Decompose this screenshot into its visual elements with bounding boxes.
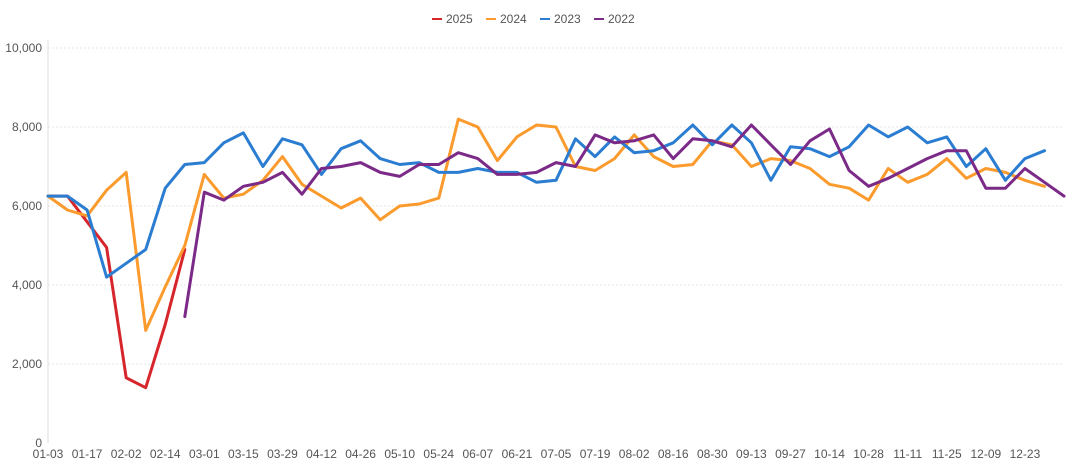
x-tick-label: 12-23 — [1010, 447, 1041, 461]
series-group — [46, 117, 1066, 390]
x-tick-label: 07-05 — [541, 447, 572, 461]
x-tick-label: 09-13 — [736, 447, 767, 461]
series-line-2022 — [183, 123, 1066, 319]
x-tick-label: 01-03 — [33, 447, 64, 461]
x-tick-label: 04-12 — [306, 447, 337, 461]
legend: 2025 2024 2023 2022 — [432, 12, 635, 26]
grid — [48, 47, 1064, 365]
series-line-2024 — [46, 117, 1046, 332]
x-axis: 01-03 01-17 02-02 02-14 03-01 03-15 03-29 04-12… — [33, 447, 1041, 461]
x-tick-label: 03-15 — [228, 447, 259, 461]
x-tick-label: 02-14 — [150, 447, 181, 461]
x-tick-label: 10-28 — [853, 447, 884, 461]
legend-item-2023[interactable]: 2023 — [540, 12, 581, 26]
legend-item-2025[interactable]: 2025 — [432, 12, 473, 26]
x-tick-label: 10-14 — [814, 447, 845, 461]
x-tick-label: 12-09 — [970, 447, 1001, 461]
x-tick-label: 11-11 — [893, 447, 922, 461]
x-tick-label: 09-27 — [775, 447, 806, 461]
x-tick-label: 08-02 — [619, 447, 650, 461]
x-tick-label: 01-17 — [72, 447, 103, 461]
y-tick-label: 10,000 — [5, 41, 42, 55]
x-tick-label: 06-21 — [502, 447, 533, 461]
legend-label: 2025 — [446, 12, 473, 26]
y-tick-label: 0 — [35, 436, 42, 450]
legend-label: 2024 — [500, 12, 527, 26]
x-tick-label: 02-02 — [111, 447, 142, 461]
x-tick-label: 03-29 — [267, 447, 298, 461]
x-tick-label: 07-19 — [580, 447, 611, 461]
y-tick-label: 6,000 — [12, 199, 42, 213]
x-tick-label: 08-30 — [697, 447, 728, 461]
legend-item-2024[interactable]: 2024 — [486, 12, 527, 26]
legend-item-2022[interactable]: 2022 — [594, 12, 635, 26]
x-tick-label: 05-10 — [384, 447, 415, 461]
x-tick-label: 08-16 — [658, 447, 689, 461]
series-line-2023 — [46, 123, 1046, 279]
y-axis: 0 2,000 4,000 6,000 8,000 10,000 — [5, 40, 49, 450]
legend-label: 2023 — [554, 12, 581, 26]
legend-label: 2022 — [608, 12, 635, 26]
x-tick-label: 11-25 — [932, 447, 962, 461]
y-tick-label: 2,000 — [12, 357, 42, 371]
y-tick-label: 8,000 — [12, 120, 42, 134]
x-tick-label: 06-07 — [462, 447, 493, 461]
y-tick-label: 4,000 — [12, 278, 42, 292]
x-tick-label: 04-26 — [345, 447, 376, 461]
x-tick-label: 05-24 — [423, 447, 454, 461]
series-line-2025 — [46, 194, 187, 390]
x-tick-label: 03-01 — [189, 447, 220, 461]
